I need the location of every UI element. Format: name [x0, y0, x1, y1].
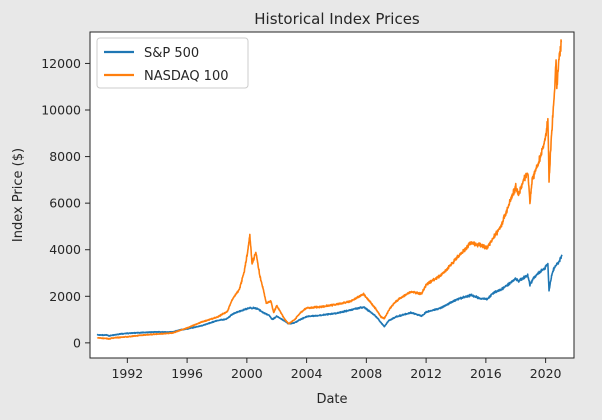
- y-tick-label: 0: [73, 335, 81, 350]
- x-tick-label: 1996: [171, 366, 203, 381]
- x-tick-label: 2004: [291, 366, 323, 381]
- y-axis-label: Index Price ($): [11, 148, 26, 242]
- legend-label-nasdaq100: NASDAQ 100: [144, 69, 229, 84]
- series-line-sp500: [96, 254, 563, 337]
- chart-title: Historical Index Prices: [254, 10, 420, 28]
- legend: S&P 500 NASDAQ 100: [96, 37, 249, 89]
- y-tick-label: 2000: [49, 289, 81, 304]
- y-tick-label: 8000: [49, 149, 81, 164]
- x-axis-label: Date: [316, 392, 347, 407]
- series-line-nasdaq100: [96, 39, 563, 340]
- x-tick-label: 1992: [111, 366, 143, 381]
- legend-label-sp500: S&P 500: [144, 46, 199, 61]
- x-tick-label: 2020: [530, 366, 562, 381]
- y-tick-label: 10000: [41, 103, 81, 118]
- y-axis: 0 2000 4000 6000 8000 10000 12000: [41, 56, 90, 350]
- x-tick-label: 2012: [410, 366, 442, 381]
- x-tick-label: 2016: [470, 366, 502, 381]
- x-tick-label: 2008: [350, 366, 382, 381]
- x-axis: 1992 1996 2000 2004 2008 2012 2016 2020: [111, 358, 562, 381]
- legend-box: [96, 37, 249, 89]
- y-tick-label: 4000: [49, 242, 81, 257]
- y-tick-label: 6000: [49, 196, 81, 211]
- series-layer: [96, 39, 563, 340]
- x-tick-label: 2000: [231, 366, 263, 381]
- y-tick-label: 12000: [41, 56, 81, 71]
